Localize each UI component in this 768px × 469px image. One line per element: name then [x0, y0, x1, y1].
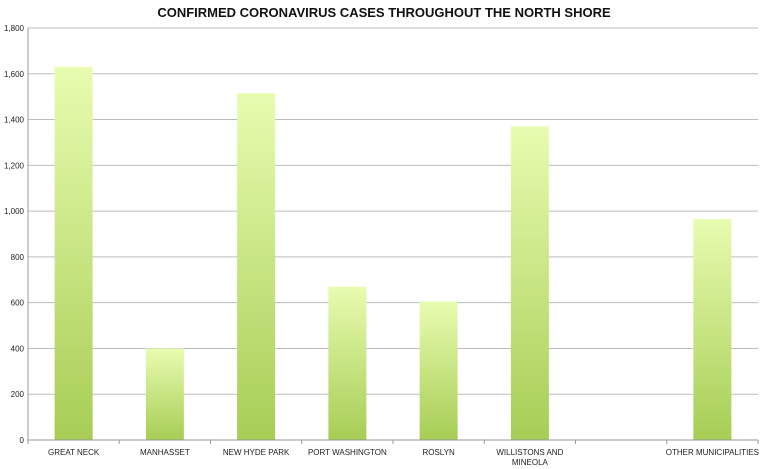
y-tick-label: 1,800 [4, 24, 25, 33]
x-category-label: NEW HYDE PARK [223, 448, 290, 457]
x-category-label: MANHASSET [140, 448, 190, 457]
x-category-label: ROSLYN [422, 448, 455, 457]
y-tick-label: 1,200 [4, 161, 25, 170]
y-tick-label: 1,600 [4, 70, 25, 79]
x-category-label: PORT WASHINGTON [308, 448, 387, 457]
bar [419, 301, 458, 440]
gridlines [28, 27, 758, 395]
bar [145, 348, 184, 440]
bar [693, 219, 732, 440]
y-tick-label: 1,400 [4, 116, 25, 125]
bars [54, 66, 732, 441]
x-category-label: WILLISTONS AND MINEOLA [496, 448, 563, 467]
x-category-label: GREAT NECK [48, 448, 100, 457]
y-tick-label: 200 [11, 390, 25, 399]
bar [328, 286, 367, 440]
x-category-label: OTHER MUNICIPALITIES [666, 448, 759, 457]
bar [54, 66, 93, 441]
y-tick-label: 1,000 [4, 207, 25, 216]
y-tick-label: 0 [20, 436, 25, 445]
y-tick-label: 800 [11, 253, 25, 262]
y-axis-ticks: 0 200 400 600 800 1,000 1,200 1,400 1,600 1,800 [4, 24, 25, 445]
y-tick-label: 400 [11, 344, 25, 353]
axes [27, 28, 759, 444]
y-tick-label: 600 [11, 299, 25, 308]
bar [510, 126, 549, 440]
chart-title: CONFIRMED CORONAVIRUS CASES THROUGHOUT T… [157, 5, 611, 20]
bar [237, 93, 276, 440]
